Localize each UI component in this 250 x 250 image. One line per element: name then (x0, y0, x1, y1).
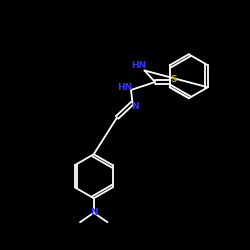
Text: N: N (131, 102, 139, 111)
Text: HN: HN (117, 82, 132, 92)
Text: S: S (171, 74, 177, 84)
Text: HN: HN (131, 62, 146, 70)
Text: N: N (90, 208, 98, 217)
